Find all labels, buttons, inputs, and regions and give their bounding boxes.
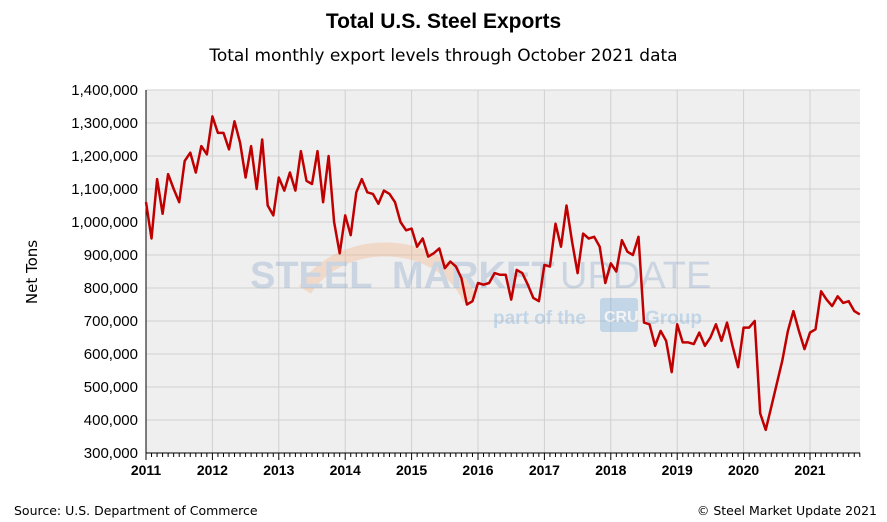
watermark: STEEL MARKET UPDATE part of the CRU Grou… xyxy=(250,242,711,332)
x-tick-label: 2011 xyxy=(131,462,162,478)
y-tick-label: 700,000 xyxy=(84,313,138,330)
y-tick-label: 800,000 xyxy=(84,280,138,297)
chart-title: Total U.S. Steel Exports xyxy=(325,10,562,33)
y-tick-label: 500,000 xyxy=(84,379,138,396)
x-tick-label: 2012 xyxy=(197,462,228,478)
y-tick-label: 1,000,000 xyxy=(71,214,138,231)
y-tick-label: 1,100,000 xyxy=(71,181,138,198)
watermark-market: MARKET xyxy=(392,255,555,297)
x-tick-label: 2019 xyxy=(662,462,693,478)
copyright-note: © Steel Market Update 2021 xyxy=(696,503,877,518)
y-tick-label: 400,000 xyxy=(84,412,138,429)
chart-subtitle: Total monthly export levels through Octo… xyxy=(209,46,678,66)
x-tick-label: 2013 xyxy=(263,462,294,478)
watermark-part: part of the xyxy=(493,308,586,329)
cru-logo-text: CRU xyxy=(604,309,639,326)
plot-background xyxy=(146,90,860,453)
y-tick-label: 300,000 xyxy=(84,445,138,462)
x-tick-label: 2016 xyxy=(462,462,493,478)
watermark-swoosh xyxy=(299,242,477,303)
x-tick-label: 2018 xyxy=(595,462,626,478)
y-tick-label: 1,400,000 xyxy=(71,82,138,99)
x-tick-label: 2021 xyxy=(794,462,825,478)
watermark-update: UPDATE xyxy=(560,255,711,297)
y-tick-label: 1,300,000 xyxy=(71,115,138,132)
x-tick-label: 2020 xyxy=(728,462,759,478)
series-line xyxy=(144,115,861,432)
y-tick-label: 1,200,000 xyxy=(71,148,138,165)
cru-logo xyxy=(600,298,638,332)
y-tick-label: 600,000 xyxy=(84,346,138,363)
watermark-steel: STEEL xyxy=(250,255,372,297)
x-tick-label: 2017 xyxy=(529,462,560,478)
x-tick-label: 2014 xyxy=(330,462,361,478)
source-note: Source: U.S. Department of Commerce xyxy=(14,503,258,518)
y-tick-label: 900,000 xyxy=(84,247,138,264)
watermark-group: Group xyxy=(645,308,702,329)
x-tick-label: 2015 xyxy=(396,462,427,478)
